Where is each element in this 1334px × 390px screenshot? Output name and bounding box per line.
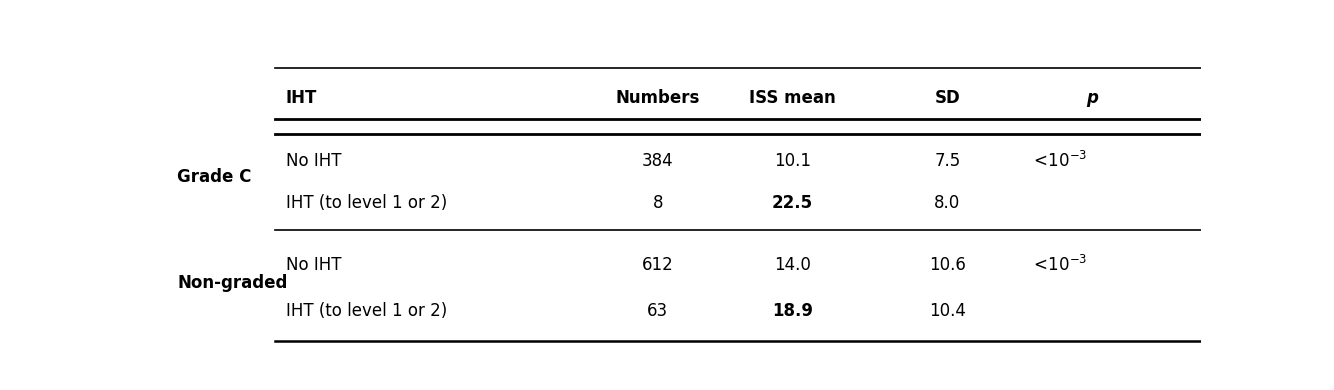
- Text: IHT (to level 1 or 2): IHT (to level 1 or 2): [285, 194, 447, 212]
- Text: 14.0: 14.0: [774, 255, 811, 273]
- Text: IHT: IHT: [285, 89, 317, 107]
- Text: 612: 612: [642, 255, 674, 273]
- Text: 63: 63: [647, 302, 668, 320]
- Text: Non-graded: Non-graded: [177, 273, 287, 292]
- Text: No IHT: No IHT: [285, 152, 342, 170]
- Text: 8.0: 8.0: [934, 194, 960, 212]
- Text: Numbers: Numbers: [616, 89, 700, 107]
- Text: 8: 8: [652, 194, 663, 212]
- Text: 10.1: 10.1: [774, 152, 811, 170]
- Text: SD: SD: [934, 89, 960, 107]
- Text: No IHT: No IHT: [285, 255, 342, 273]
- Text: 18.9: 18.9: [772, 302, 812, 320]
- Text: p: p: [1086, 89, 1098, 107]
- Text: 10.4: 10.4: [928, 302, 966, 320]
- Text: 10.6: 10.6: [928, 255, 966, 273]
- Text: IHT (to level 1 or 2): IHT (to level 1 or 2): [285, 302, 447, 320]
- Text: 384: 384: [642, 152, 674, 170]
- Text: ISS mean: ISS mean: [748, 89, 835, 107]
- Text: 7.5: 7.5: [934, 152, 960, 170]
- Text: $<\!10^{-3}$: $<\!10^{-3}$: [1030, 151, 1087, 171]
- Text: Grade C: Grade C: [177, 168, 252, 186]
- Text: $<\!10^{-3}$: $<\!10^{-3}$: [1030, 254, 1087, 275]
- Text: 22.5: 22.5: [771, 194, 812, 212]
